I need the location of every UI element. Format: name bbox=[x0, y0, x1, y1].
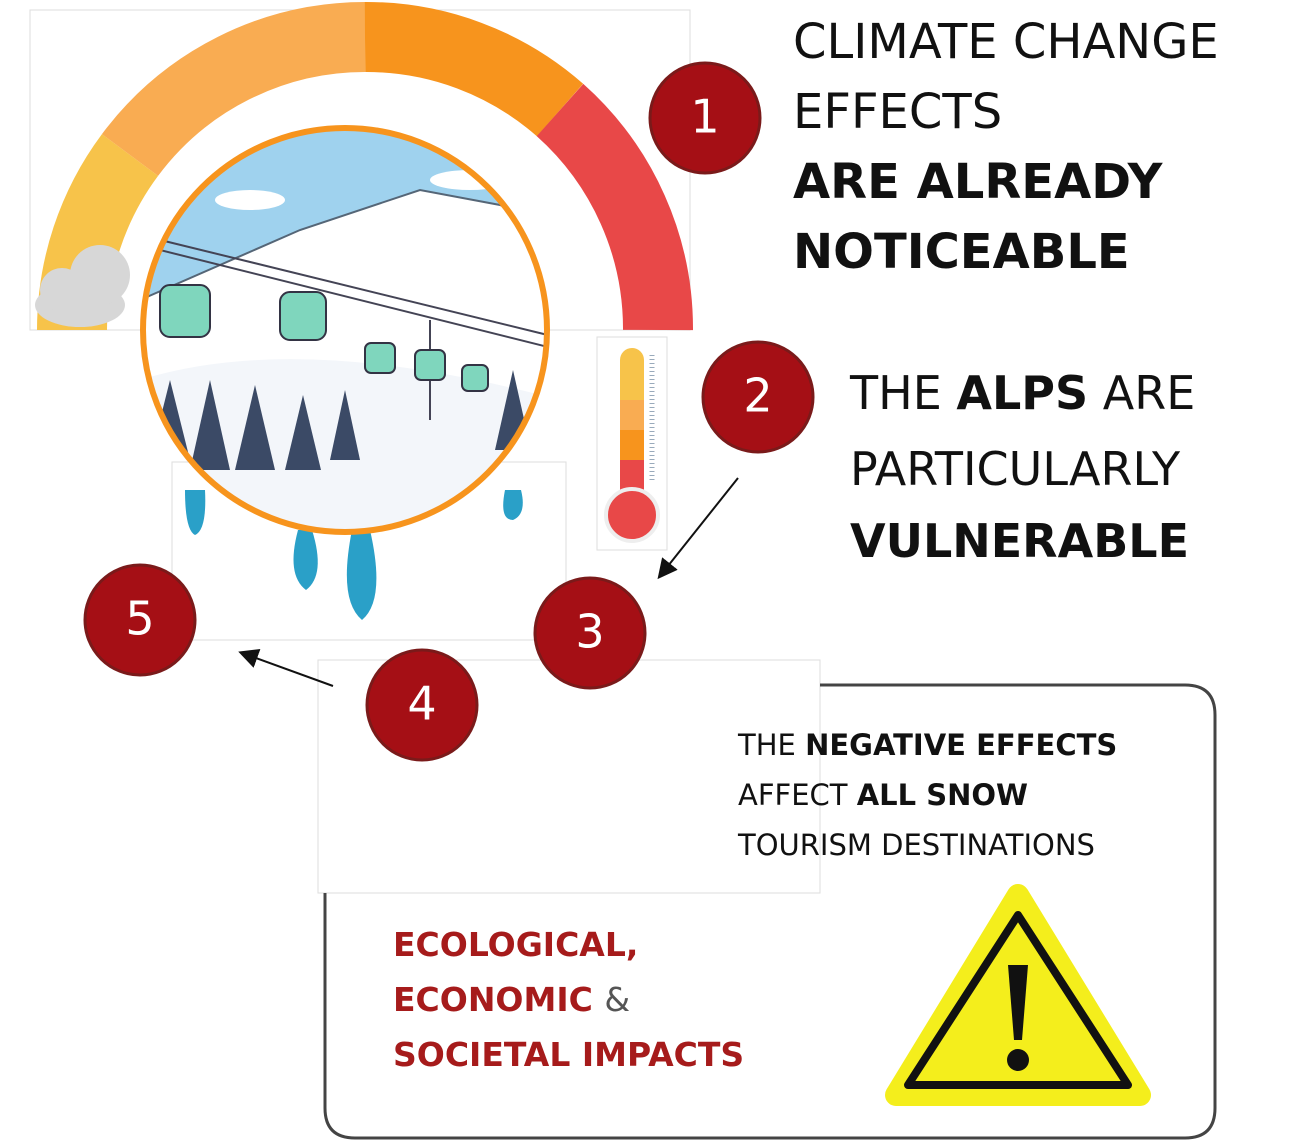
marker-number: 2 bbox=[743, 369, 772, 423]
impact-line: ECOLOGICAL, bbox=[393, 928, 638, 961]
statement-line: THE ALPS ARE bbox=[850, 370, 1195, 416]
marker-number: 5 bbox=[125, 592, 154, 646]
statement-line: NOTICEABLE bbox=[793, 228, 1130, 276]
word: ALPS bbox=[956, 366, 1088, 420]
marker-number: 4 bbox=[407, 677, 436, 731]
statement-line: THE NEGATIVE EFFECTS bbox=[738, 731, 1117, 760]
statement-line: CLIMATE CHANGE bbox=[793, 18, 1219, 66]
word: ALL SNOW bbox=[857, 778, 1028, 812]
word: NEGATIVE EFFECTS bbox=[805, 728, 1117, 762]
statement-line: PARTICULARLY bbox=[850, 446, 1180, 492]
statement-line: EFFECTS bbox=[793, 88, 1002, 136]
word: ARE bbox=[1103, 366, 1196, 420]
word: ECONOMIC bbox=[393, 980, 593, 1019]
warning-sign bbox=[896, 895, 1140, 1095]
arrow bbox=[660, 478, 738, 576]
word: THE bbox=[738, 728, 796, 762]
word: THE bbox=[850, 366, 942, 420]
marker-number: 1 bbox=[690, 90, 719, 144]
statement-line: VULNERABLE bbox=[850, 518, 1189, 564]
statement-line: TOURISM DESTINATIONS bbox=[738, 831, 1095, 860]
statement-line: ARE ALREADY bbox=[793, 158, 1162, 206]
impact-line: SOCIETAL IMPACTS bbox=[393, 1038, 744, 1071]
impact-line: ECONOMIC & bbox=[393, 983, 630, 1016]
word: & bbox=[604, 980, 630, 1019]
page: 1 2 3 4 5 CLIMATE CHANGE EFFECTS ARE ALR… bbox=[0, 0, 1305, 1142]
statement-line: AFFECT ALL SNOW bbox=[738, 781, 1028, 810]
marker-number: 3 bbox=[575, 605, 604, 659]
word: AFFECT bbox=[738, 778, 848, 812]
